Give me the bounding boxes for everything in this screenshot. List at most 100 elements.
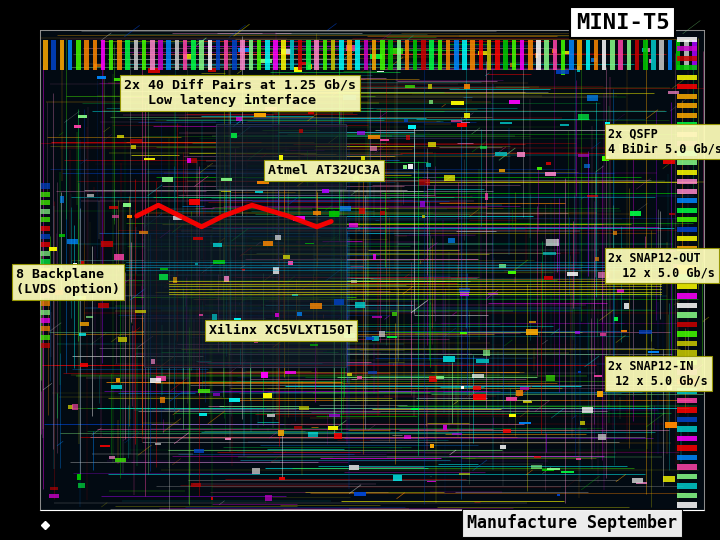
Bar bbox=[673, 264, 683, 268]
Bar bbox=[569, 40, 574, 70]
Bar bbox=[81, 261, 84, 266]
Bar bbox=[117, 40, 122, 70]
Bar bbox=[379, 139, 389, 141]
Bar bbox=[281, 49, 291, 54]
Bar bbox=[328, 426, 338, 430]
Bar bbox=[619, 144, 629, 150]
Bar bbox=[369, 146, 377, 151]
Bar bbox=[293, 216, 305, 221]
Bar bbox=[78, 296, 86, 301]
Bar bbox=[92, 40, 97, 70]
Bar bbox=[117, 134, 125, 138]
Bar bbox=[663, 160, 675, 164]
Bar bbox=[277, 161, 281, 164]
Bar bbox=[632, 478, 643, 483]
Bar bbox=[480, 146, 487, 150]
Bar bbox=[428, 84, 432, 89]
Bar bbox=[419, 179, 430, 185]
Bar bbox=[459, 288, 470, 293]
Bar bbox=[470, 40, 475, 70]
Bar bbox=[114, 254, 125, 260]
Bar bbox=[274, 40, 278, 70]
Bar bbox=[660, 40, 664, 70]
Bar bbox=[456, 123, 467, 127]
Bar bbox=[408, 164, 413, 169]
Bar bbox=[635, 40, 639, 70]
Bar bbox=[509, 100, 521, 104]
Bar bbox=[191, 40, 196, 70]
Bar bbox=[347, 373, 352, 376]
Bar bbox=[567, 272, 578, 276]
Bar bbox=[451, 120, 462, 122]
Bar bbox=[510, 63, 516, 67]
Bar bbox=[677, 189, 697, 194]
Bar bbox=[506, 397, 517, 401]
Bar bbox=[335, 433, 343, 439]
Bar bbox=[359, 208, 365, 214]
Bar bbox=[562, 70, 565, 76]
Bar bbox=[58, 234, 65, 237]
Bar bbox=[339, 40, 343, 70]
Bar bbox=[300, 129, 303, 133]
Bar bbox=[678, 269, 688, 274]
Bar bbox=[300, 62, 310, 64]
Bar bbox=[244, 100, 256, 106]
Bar bbox=[102, 240, 113, 247]
Bar bbox=[374, 254, 377, 260]
Bar bbox=[544, 276, 553, 280]
Text: 8 Backplane
(LVDS option): 8 Backplane (LVDS option) bbox=[16, 268, 120, 296]
Bar bbox=[431, 444, 434, 448]
Bar bbox=[288, 176, 299, 180]
Bar bbox=[353, 176, 359, 180]
Bar bbox=[40, 285, 50, 289]
Bar bbox=[379, 331, 385, 337]
Bar bbox=[459, 473, 470, 475]
Bar bbox=[40, 301, 50, 306]
Bar bbox=[40, 318, 50, 323]
Bar bbox=[275, 313, 279, 317]
Bar bbox=[99, 444, 110, 447]
Bar bbox=[677, 502, 697, 508]
Bar bbox=[298, 40, 302, 70]
Bar bbox=[173, 277, 176, 283]
Bar bbox=[225, 438, 230, 440]
Bar bbox=[677, 246, 697, 251]
Bar bbox=[329, 414, 341, 417]
Bar bbox=[582, 407, 593, 413]
Bar bbox=[156, 376, 166, 381]
Bar bbox=[677, 312, 697, 318]
Bar bbox=[648, 351, 660, 354]
Bar bbox=[278, 430, 284, 436]
Bar bbox=[577, 154, 589, 157]
Bar bbox=[428, 142, 436, 147]
Bar bbox=[665, 422, 677, 428]
Bar bbox=[667, 386, 672, 390]
Bar bbox=[626, 40, 631, 70]
Bar bbox=[231, 133, 237, 138]
Bar bbox=[189, 199, 200, 205]
Bar bbox=[677, 350, 697, 355]
Bar bbox=[191, 158, 197, 163]
Bar bbox=[500, 169, 505, 172]
Bar bbox=[315, 40, 319, 70]
Bar bbox=[235, 319, 240, 320]
Bar bbox=[448, 238, 455, 243]
Bar bbox=[598, 434, 606, 440]
Bar bbox=[300, 406, 310, 410]
Bar bbox=[562, 51, 570, 53]
Bar bbox=[212, 314, 217, 320]
Bar bbox=[613, 231, 616, 235]
Bar bbox=[531, 465, 542, 469]
Bar bbox=[587, 195, 598, 197]
Bar bbox=[40, 259, 50, 264]
Bar bbox=[535, 53, 539, 58]
Bar bbox=[224, 276, 229, 282]
Bar bbox=[503, 429, 511, 433]
Bar bbox=[294, 66, 302, 71]
Bar bbox=[150, 40, 155, 70]
Bar bbox=[265, 107, 277, 112]
Bar bbox=[199, 414, 207, 416]
Text: Xilinx XC5VLXT150T: Xilinx XC5VLXT150T bbox=[209, 324, 353, 337]
Bar bbox=[377, 71, 384, 72]
Bar bbox=[677, 170, 697, 175]
